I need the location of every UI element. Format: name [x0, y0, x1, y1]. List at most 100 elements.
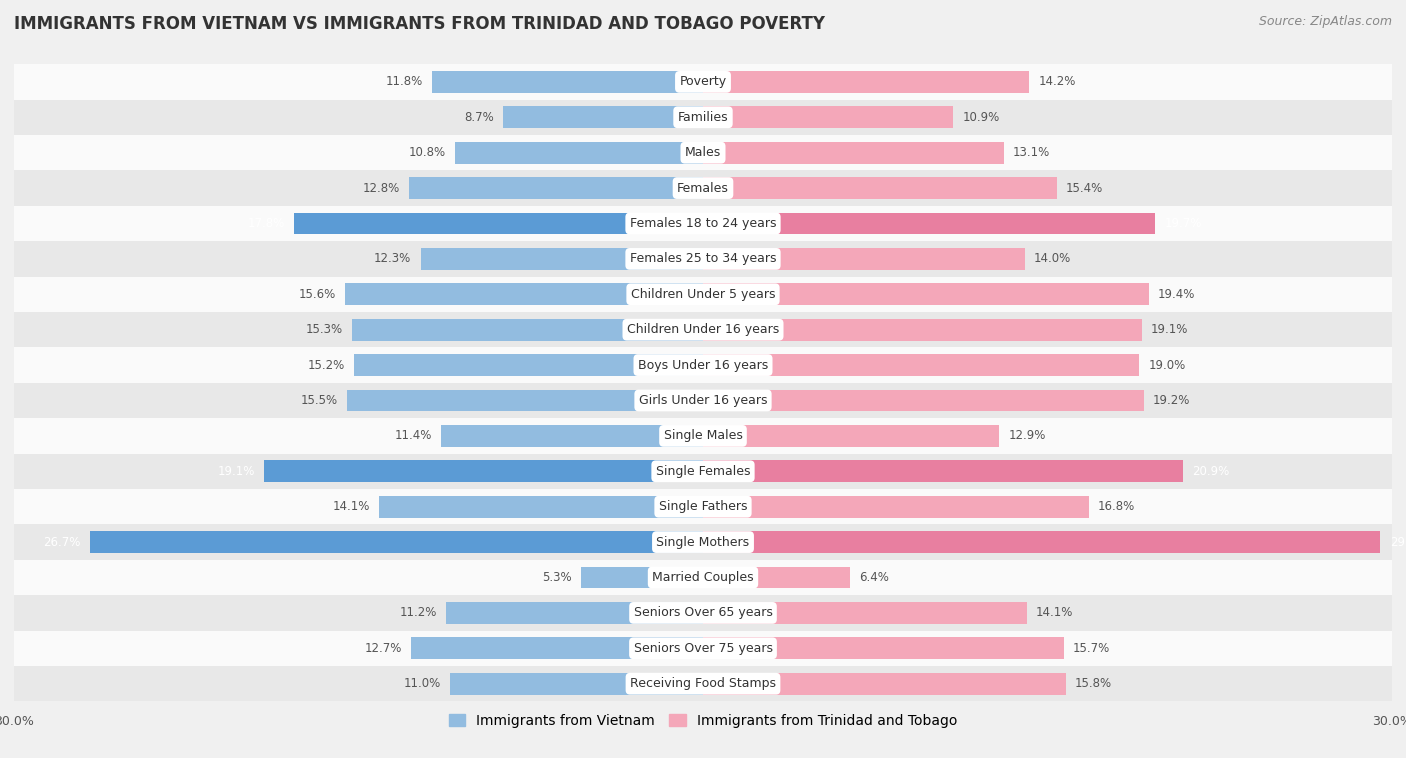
Text: 15.5%: 15.5% — [301, 394, 337, 407]
Bar — [703, 354, 1139, 376]
Text: 19.2%: 19.2% — [1153, 394, 1191, 407]
Text: 15.8%: 15.8% — [1076, 677, 1112, 691]
Bar — [14, 171, 1392, 205]
Bar — [14, 666, 1392, 701]
Bar — [352, 318, 703, 340]
Bar — [503, 106, 703, 128]
Text: 29.5%: 29.5% — [1389, 536, 1406, 549]
Text: 11.4%: 11.4% — [395, 429, 432, 443]
Text: 11.0%: 11.0% — [404, 677, 441, 691]
Bar — [347, 390, 703, 412]
Bar — [14, 453, 1392, 489]
Text: 11.8%: 11.8% — [385, 75, 423, 89]
Text: 13.1%: 13.1% — [1012, 146, 1050, 159]
Bar — [14, 595, 1392, 631]
Text: 14.2%: 14.2% — [1038, 75, 1076, 89]
Bar — [354, 354, 703, 376]
Text: 17.8%: 17.8% — [247, 217, 285, 230]
Bar — [456, 142, 703, 164]
Text: Seniors Over 65 years: Seniors Over 65 years — [634, 606, 772, 619]
Bar — [14, 205, 1392, 241]
Bar — [703, 637, 1063, 659]
Text: 19.0%: 19.0% — [1149, 359, 1185, 371]
Legend: Immigrants from Vietnam, Immigrants from Trinidad and Tobago: Immigrants from Vietnam, Immigrants from… — [443, 708, 963, 734]
Text: Single Females: Single Females — [655, 465, 751, 478]
Text: 19.1%: 19.1% — [1152, 323, 1188, 337]
Bar — [14, 560, 1392, 595]
Bar — [412, 637, 703, 659]
Text: Boys Under 16 years: Boys Under 16 years — [638, 359, 768, 371]
Text: 6.4%: 6.4% — [859, 571, 889, 584]
Bar — [703, 496, 1088, 518]
Bar — [14, 135, 1392, 171]
Text: 16.8%: 16.8% — [1098, 500, 1135, 513]
Text: Poverty: Poverty — [679, 75, 727, 89]
Bar — [703, 283, 1149, 305]
Text: 12.3%: 12.3% — [374, 252, 412, 265]
Text: 19.4%: 19.4% — [1157, 288, 1195, 301]
Text: 12.8%: 12.8% — [363, 182, 399, 195]
Text: 26.7%: 26.7% — [44, 536, 80, 549]
Text: Seniors Over 75 years: Seniors Over 75 years — [634, 642, 772, 655]
Bar — [344, 283, 703, 305]
Bar — [264, 460, 703, 482]
Text: Families: Families — [678, 111, 728, 124]
Bar — [703, 390, 1144, 412]
Text: 15.2%: 15.2% — [308, 359, 344, 371]
Text: 15.6%: 15.6% — [298, 288, 336, 301]
Text: 15.3%: 15.3% — [305, 323, 343, 337]
Bar — [380, 496, 703, 518]
Bar — [14, 489, 1392, 525]
Bar — [409, 177, 703, 199]
Bar — [703, 318, 1142, 340]
Bar — [703, 248, 1025, 270]
Bar — [432, 71, 703, 93]
Bar — [14, 347, 1392, 383]
Text: 12.7%: 12.7% — [364, 642, 402, 655]
Text: Married Couples: Married Couples — [652, 571, 754, 584]
Text: Receiving Food Stamps: Receiving Food Stamps — [630, 677, 776, 691]
Bar — [703, 566, 851, 588]
Text: 14.0%: 14.0% — [1033, 252, 1071, 265]
Text: Girls Under 16 years: Girls Under 16 years — [638, 394, 768, 407]
Bar — [703, 673, 1066, 694]
Bar — [703, 142, 1004, 164]
Text: 20.9%: 20.9% — [1192, 465, 1229, 478]
Bar — [14, 312, 1392, 347]
Bar — [703, 460, 1182, 482]
Text: Children Under 16 years: Children Under 16 years — [627, 323, 779, 337]
Text: 14.1%: 14.1% — [1036, 606, 1073, 619]
Bar — [14, 241, 1392, 277]
Bar — [703, 106, 953, 128]
Text: 14.1%: 14.1% — [333, 500, 370, 513]
Bar — [90, 531, 703, 553]
Bar — [446, 602, 703, 624]
Bar — [14, 525, 1392, 560]
Text: Single Males: Single Males — [664, 429, 742, 443]
Text: Females: Females — [678, 182, 728, 195]
Text: 19.1%: 19.1% — [218, 465, 256, 478]
Text: 10.8%: 10.8% — [409, 146, 446, 159]
Text: Children Under 5 years: Children Under 5 years — [631, 288, 775, 301]
Bar — [703, 531, 1381, 553]
Bar — [14, 277, 1392, 312]
Text: Females 25 to 34 years: Females 25 to 34 years — [630, 252, 776, 265]
Text: Source: ZipAtlas.com: Source: ZipAtlas.com — [1258, 15, 1392, 28]
Bar — [703, 71, 1029, 93]
Bar — [14, 418, 1392, 453]
Bar — [14, 64, 1392, 99]
Text: 15.7%: 15.7% — [1073, 642, 1109, 655]
Bar — [703, 602, 1026, 624]
Text: 5.3%: 5.3% — [543, 571, 572, 584]
Bar — [420, 248, 703, 270]
Bar — [450, 673, 703, 694]
Text: Males: Males — [685, 146, 721, 159]
Bar — [581, 566, 703, 588]
Text: IMMIGRANTS FROM VIETNAM VS IMMIGRANTS FROM TRINIDAD AND TOBAGO POVERTY: IMMIGRANTS FROM VIETNAM VS IMMIGRANTS FR… — [14, 15, 825, 33]
Text: 8.7%: 8.7% — [464, 111, 494, 124]
Text: 19.7%: 19.7% — [1164, 217, 1202, 230]
Text: Females 18 to 24 years: Females 18 to 24 years — [630, 217, 776, 230]
Text: 15.4%: 15.4% — [1066, 182, 1104, 195]
Bar — [14, 383, 1392, 418]
Text: 12.9%: 12.9% — [1008, 429, 1046, 443]
